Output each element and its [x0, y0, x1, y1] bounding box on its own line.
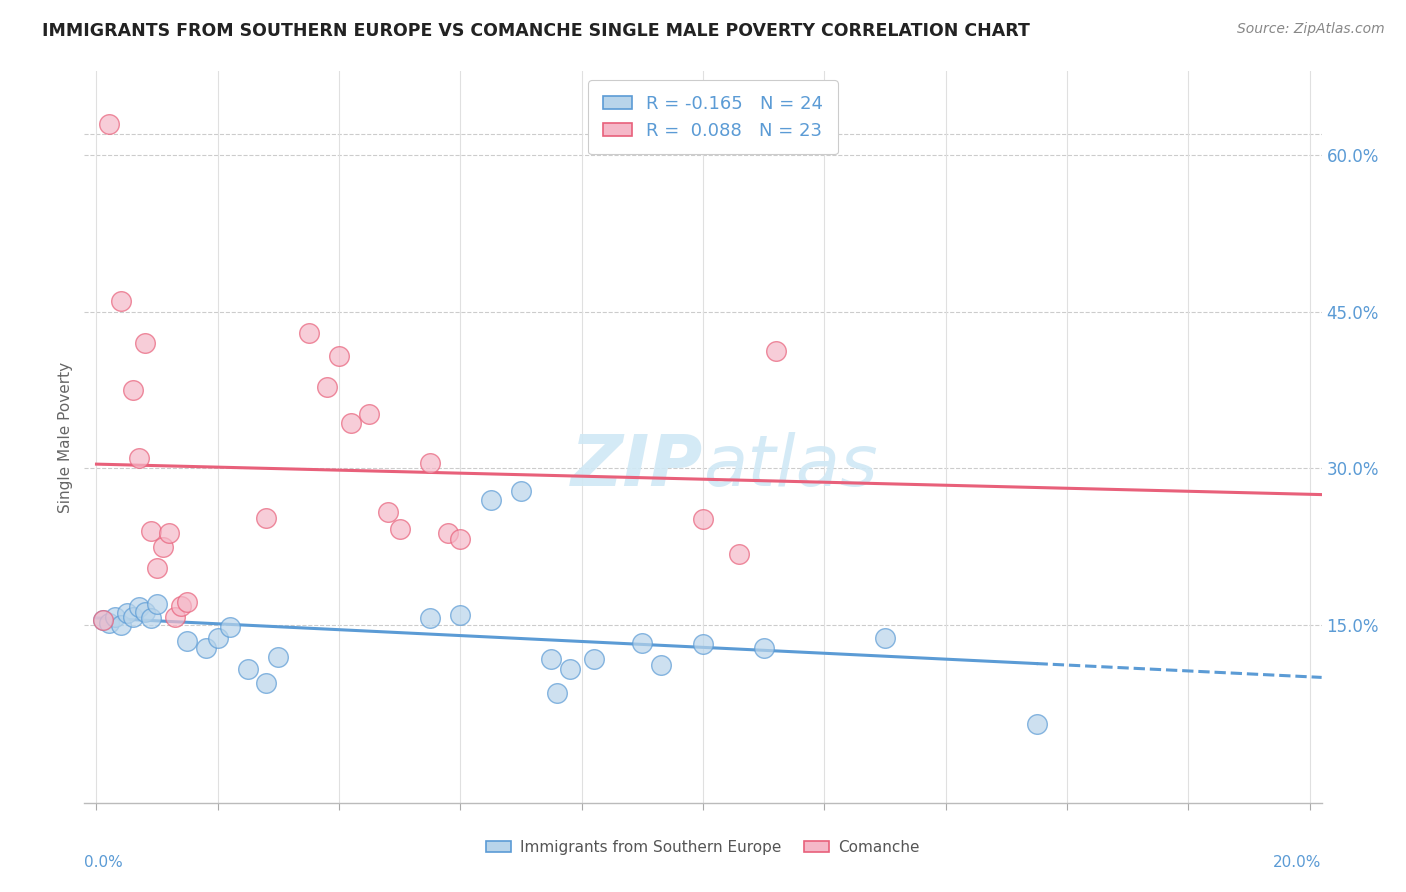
Point [377, 505, 399, 519]
Point [388, 522, 411, 536]
Point [128, 600, 150, 615]
Point [449, 607, 471, 622]
Point [194, 641, 217, 656]
Y-axis label: Single Male Poverty: Single Male Poverty [58, 361, 73, 513]
Point [207, 631, 229, 645]
Point [419, 456, 441, 470]
Point [340, 417, 363, 431]
Point [176, 633, 198, 648]
Point [316, 380, 339, 394]
Text: ZIP: ZIP [571, 432, 703, 500]
Point [582, 651, 605, 665]
Point [165, 609, 187, 624]
Point [631, 636, 654, 650]
Point [104, 609, 127, 624]
Point [558, 662, 581, 676]
Point [157, 526, 180, 541]
Text: IMMIGRANTS FROM SOUTHERN EUROPE VS COMANCHE SINGLE MALE POVERTY CORRELATION CHAR: IMMIGRANTS FROM SOUTHERN EUROPE VS COMAN… [42, 22, 1031, 40]
Point [254, 675, 277, 690]
Point [479, 492, 502, 507]
Point [254, 510, 277, 524]
Point [692, 511, 714, 525]
Point [139, 524, 162, 538]
Text: atlas: atlas [703, 432, 877, 500]
Point [267, 649, 290, 664]
Point [139, 611, 162, 625]
Point [134, 336, 156, 351]
Point [110, 294, 132, 309]
Point [91, 613, 114, 627]
Point [122, 609, 145, 624]
Point [1025, 717, 1047, 731]
Point [873, 631, 896, 645]
Point [449, 533, 471, 547]
Point [176, 595, 198, 609]
Point [110, 618, 132, 632]
Point [328, 349, 350, 363]
Point [97, 117, 120, 131]
Point [146, 560, 169, 574]
Point [128, 450, 150, 465]
Point [152, 540, 174, 554]
Point [692, 637, 714, 651]
Legend: Immigrants from Southern Europe, Comanche: Immigrants from Southern Europe, Comanch… [481, 834, 925, 861]
Point [146, 597, 169, 611]
Point [236, 662, 259, 676]
Point [419, 611, 441, 625]
Point [546, 686, 568, 700]
Point [91, 613, 114, 627]
Point [134, 605, 156, 619]
Point [115, 606, 138, 620]
Point [510, 484, 533, 499]
Text: Source: ZipAtlas.com: Source: ZipAtlas.com [1237, 22, 1385, 37]
Point [765, 344, 787, 359]
Point [752, 641, 775, 656]
Point [97, 616, 120, 631]
Point [122, 383, 145, 397]
Point [359, 407, 381, 421]
Text: 0.0%: 0.0% [84, 855, 124, 871]
Point [298, 326, 321, 340]
Text: 20.0%: 20.0% [1274, 855, 1322, 871]
Point [219, 620, 242, 634]
Point [728, 547, 751, 561]
Point [437, 526, 460, 541]
Point [650, 657, 672, 672]
Point [170, 599, 193, 614]
Point [540, 651, 562, 665]
